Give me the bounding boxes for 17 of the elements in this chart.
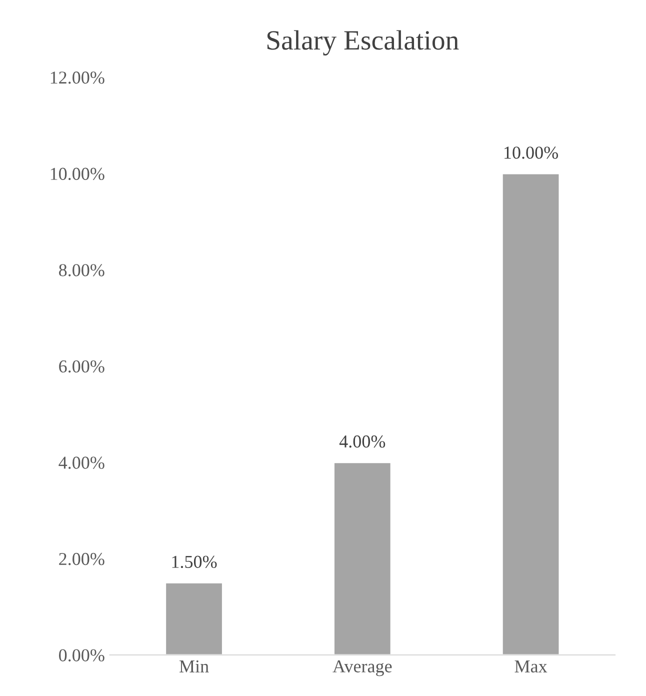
y-tick-label: 10.00% xyxy=(50,168,104,180)
x-tick-label: Average xyxy=(332,660,392,676)
chart-title: Salary Escalation xyxy=(267,30,459,56)
x-tick-label: Max xyxy=(514,660,548,673)
bar xyxy=(164,582,224,655)
y-tick-label: 0.00% xyxy=(59,649,104,662)
y-tick-label: 2.00% xyxy=(59,552,104,566)
bar xyxy=(333,462,392,655)
y-tick-label: 12.00% xyxy=(50,72,104,84)
bar xyxy=(501,172,560,655)
x-tick-label: Min xyxy=(179,660,209,672)
y-tick-label: 6.00% xyxy=(59,360,104,373)
y-tick-label: 4.00% xyxy=(58,456,104,469)
data-label: 1.50% xyxy=(172,556,217,568)
y-tick-label: 8.00% xyxy=(59,264,104,276)
data-label: 4.00% xyxy=(339,435,386,448)
data-label: 10.00% xyxy=(504,146,558,159)
